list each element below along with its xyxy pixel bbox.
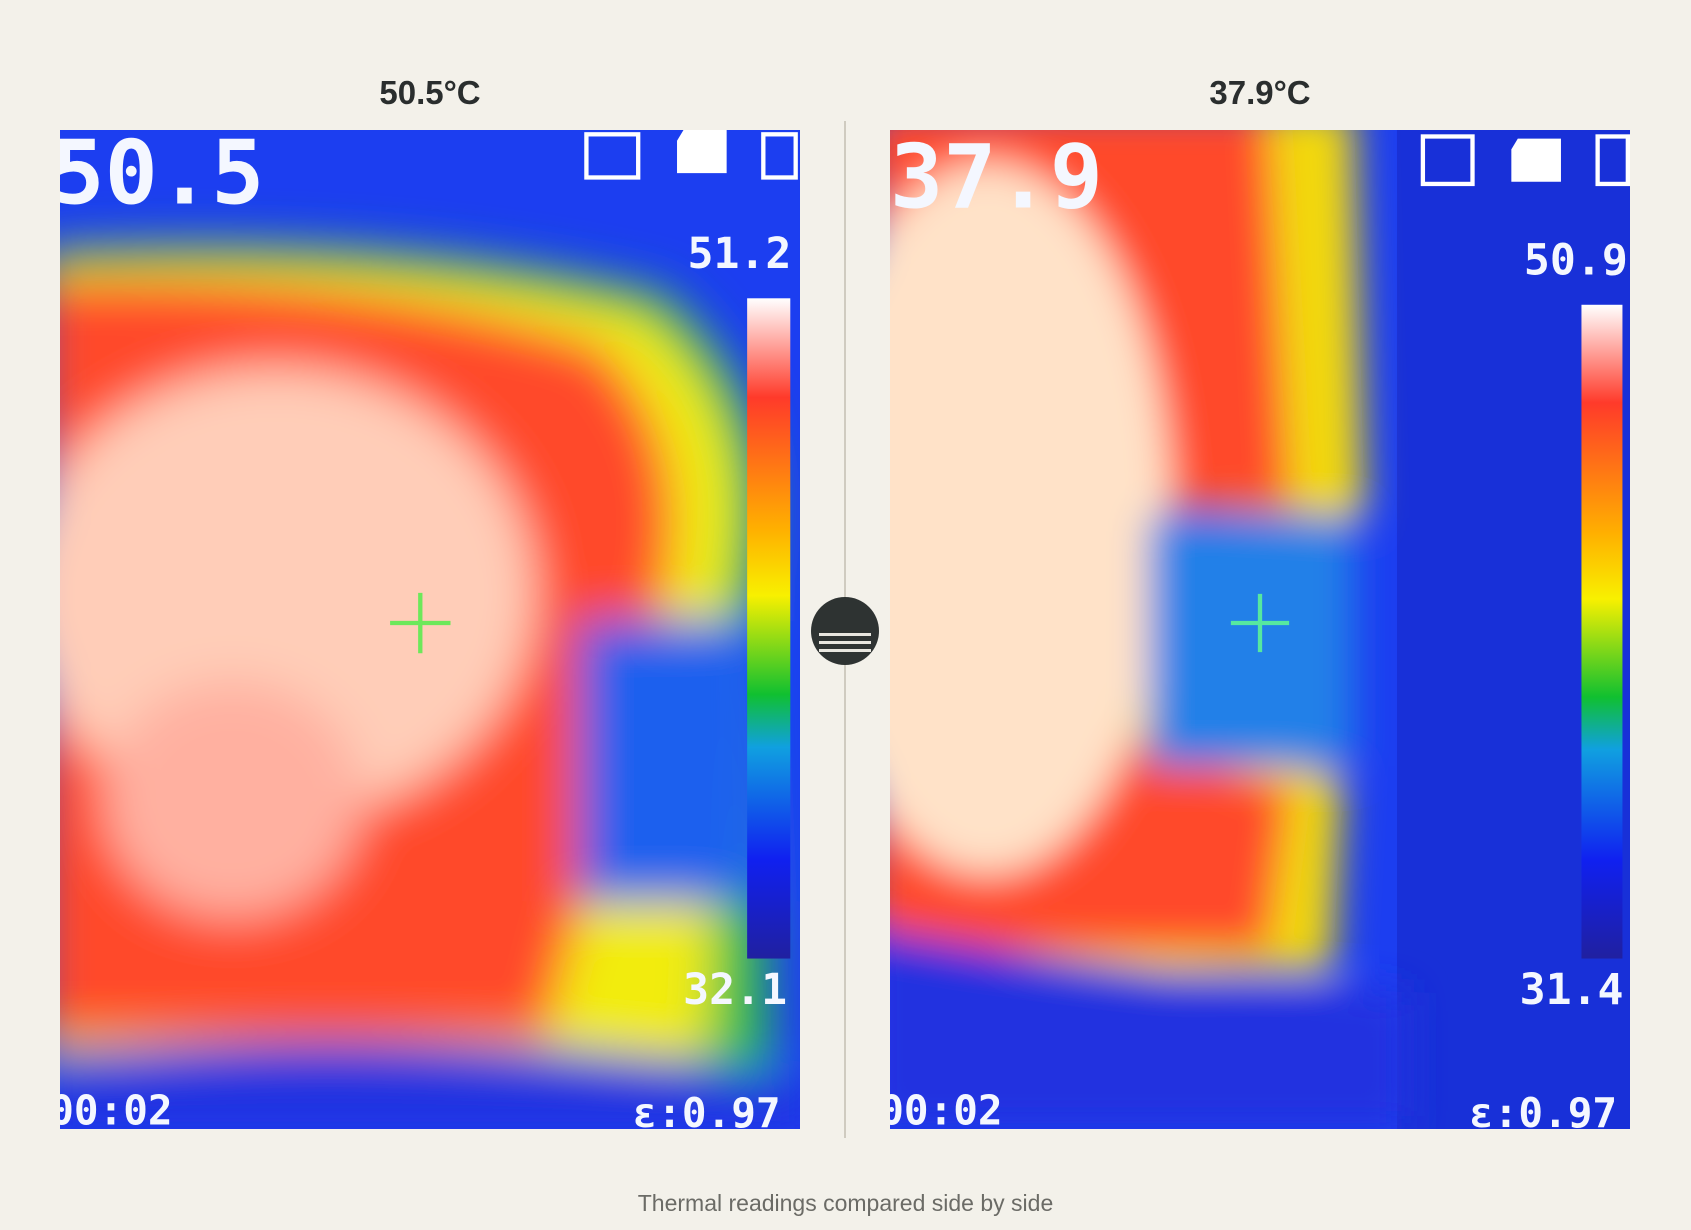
compare-handle[interactable] bbox=[811, 597, 879, 665]
panel-title: 50.5°C bbox=[379, 74, 481, 111]
emissivity: ε:0.97 bbox=[1469, 1089, 1617, 1129]
scale-min: 31.4 bbox=[1520, 965, 1624, 1015]
reading: 37.9 bbox=[890, 130, 1103, 229]
scale-min: 32.1 bbox=[683, 965, 787, 1015]
reading: 50.5 bbox=[60, 130, 264, 224]
caption: Thermal readings compared side by side bbox=[637, 1190, 1054, 1216]
panel-title: 37.9°C bbox=[1209, 74, 1311, 111]
scale-max: 51.2 bbox=[687, 229, 791, 279]
emissivity: ε:0.97 bbox=[633, 1089, 781, 1129]
scale-max: 50.9 bbox=[1524, 236, 1628, 286]
timer: 00:02 bbox=[890, 1087, 1003, 1129]
timer: 00:02 bbox=[60, 1087, 173, 1129]
thermal-image: 50.5 51.2 32.1 00:02 ε:0.97 bbox=[60, 130, 800, 1129]
thermal-image: 37.9 50.9 31.4 00:02 ε:0.97 bbox=[890, 130, 1630, 1129]
